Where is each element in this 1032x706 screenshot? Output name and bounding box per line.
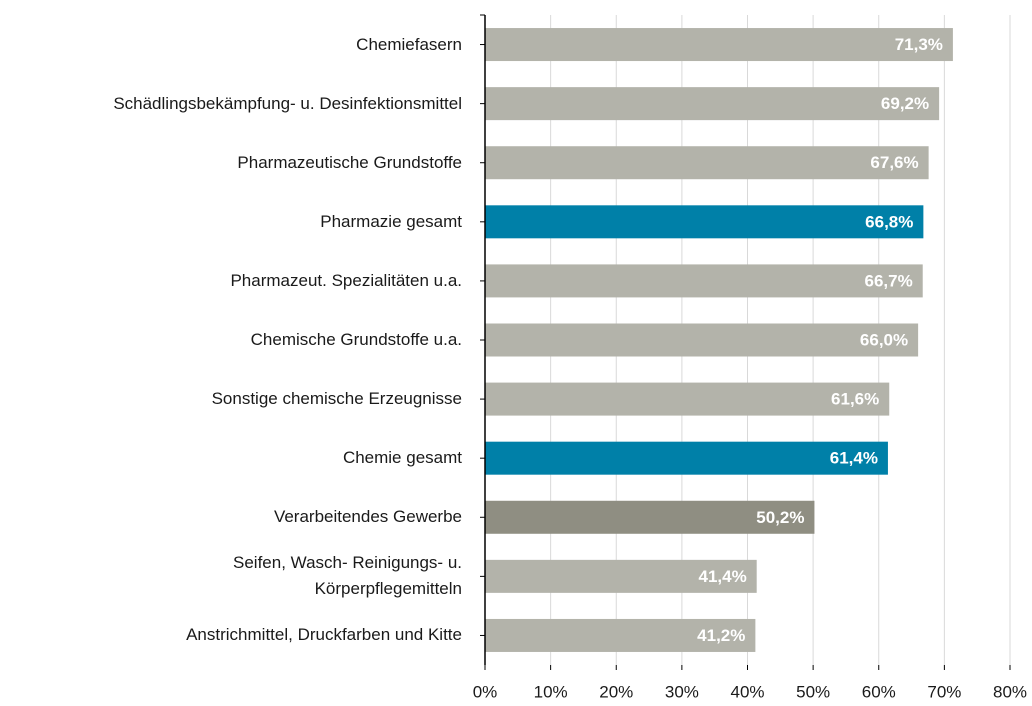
y-tick-label: Chemische Grundstoffe u.a.	[250, 330, 462, 349]
x-tick-label: 0%	[473, 682, 498, 701]
y-tick-label: Pharmazie gesamt	[320, 211, 462, 231]
y-tick-label: Sonstige chemische Erzeugnisse	[211, 389, 462, 409]
bar	[485, 28, 953, 62]
bar	[485, 323, 919, 357]
value-label: 67,6%	[870, 153, 918, 172]
value-label: 69,2%	[881, 94, 929, 113]
value-label: 66,7%	[865, 271, 913, 290]
y-tick-label: Verarbeitendes Gewerbe	[273, 507, 462, 527]
bar	[485, 382, 890, 416]
y-tick-label: Pharmazeutische Grundstoffe	[237, 152, 462, 172]
bar	[485, 500, 815, 534]
x-tick-label: 70%	[927, 682, 961, 701]
y-tick-label: Chemie gesamt	[342, 448, 462, 468]
x-tick-label: 50%	[796, 682, 830, 701]
value-label: 41,2%	[697, 626, 745, 645]
value-label: 71,3%	[895, 35, 943, 54]
y-tick-label: Chemiefasern	[356, 34, 462, 54]
value-label: 66,8%	[865, 212, 913, 231]
value-label: 61,6%	[831, 390, 879, 409]
x-tick-label: 60%	[862, 682, 896, 701]
bar	[485, 205, 924, 239]
y-tick-label: Schädlingsbekämpfung- u. Desinfektionsmi…	[113, 93, 462, 113]
bar	[485, 146, 929, 180]
value-label: 66,0%	[860, 330, 908, 349]
bar	[485, 87, 940, 121]
x-tick-label: 40%	[730, 682, 764, 701]
value-label: 50,2%	[756, 508, 804, 527]
value-label: 41,4%	[698, 567, 746, 586]
x-tick-label: 30%	[665, 682, 699, 701]
bar	[485, 264, 923, 298]
x-tick-label: 20%	[599, 682, 633, 701]
y-tick-label: Anstrichmittel, Druckfarben und Kitte	[186, 625, 462, 645]
y-tick-label: Pharmazeut. Spezialitäten u.a.	[230, 270, 462, 290]
bar	[485, 618, 756, 652]
bar	[485, 559, 757, 593]
bar	[485, 441, 888, 475]
value-label: 61,4%	[830, 449, 878, 468]
x-tick-label: 10%	[534, 682, 568, 701]
y-tick-label: Seifen, Wasch- Reinigungs- u. Körperpfle…	[233, 553, 462, 599]
x-tick-label: 80%	[993, 682, 1027, 701]
